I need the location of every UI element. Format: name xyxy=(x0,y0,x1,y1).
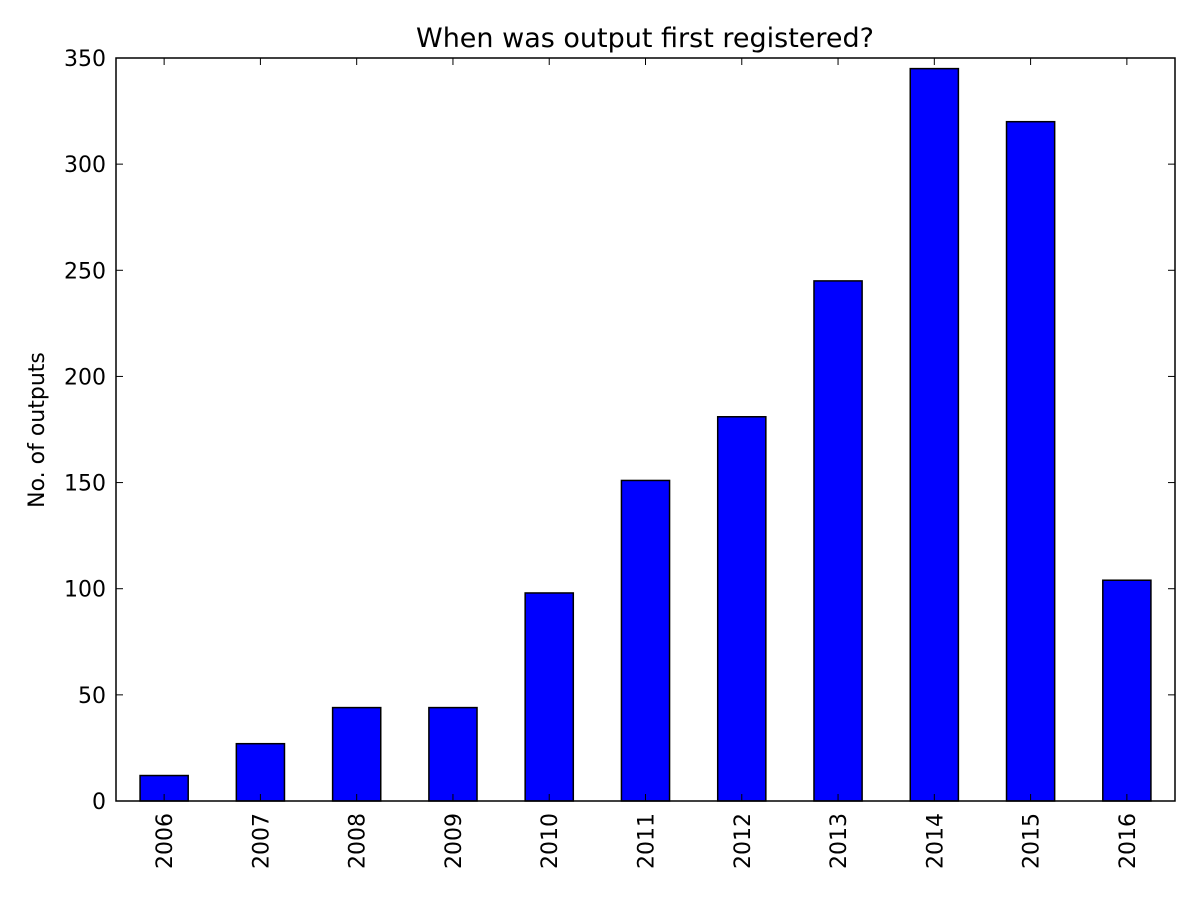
y-tick-label: 200 xyxy=(64,365,106,390)
bar-2008 xyxy=(331,706,382,802)
x-tick-label: 2009 xyxy=(442,813,467,869)
y-axis-label: No. of outputs xyxy=(25,352,50,508)
chart-title: When was output first registered? xyxy=(416,23,874,54)
x-tick-label: 2013 xyxy=(827,813,852,869)
y-tick-label: 300 xyxy=(64,153,106,178)
x-tick-label: 2007 xyxy=(249,813,274,869)
x-tick-label: 2012 xyxy=(731,813,756,869)
y-tick-label: 0 xyxy=(92,790,106,815)
y-tick-label: 50 xyxy=(78,684,106,709)
x-tick-label: 2016 xyxy=(1116,813,1141,869)
bar-2015 xyxy=(1005,120,1056,802)
bar-2009 xyxy=(428,706,478,802)
x-tick-label: 2006 xyxy=(153,813,178,869)
x-tick-label: 2010 xyxy=(538,813,563,869)
y-tick-label: 150 xyxy=(64,472,106,497)
x-tick-label: 2008 xyxy=(346,813,371,869)
x-tick-label: 2014 xyxy=(923,813,948,869)
bar-2013 xyxy=(813,280,863,802)
bar-2007 xyxy=(235,742,286,802)
x-tick-label: 2011 xyxy=(635,813,660,869)
bars-group xyxy=(139,67,1152,802)
bar-2010 xyxy=(524,592,575,802)
bar-2011 xyxy=(620,479,671,802)
y-tick-label: 250 xyxy=(64,259,106,284)
x-tick-label: 2015 xyxy=(1020,813,1045,869)
y-tick-label: 100 xyxy=(64,578,106,603)
tick-labels-group: 2006 2007 2008 2009 2010 2011 2012 2013 2014 2015… xyxy=(64,47,1141,869)
plot-frame xyxy=(115,57,1176,802)
bar-2016 xyxy=(1102,579,1152,802)
bar-2012 xyxy=(716,416,767,802)
bar-2014 xyxy=(909,67,960,802)
y-tick-label: 350 xyxy=(64,47,106,72)
